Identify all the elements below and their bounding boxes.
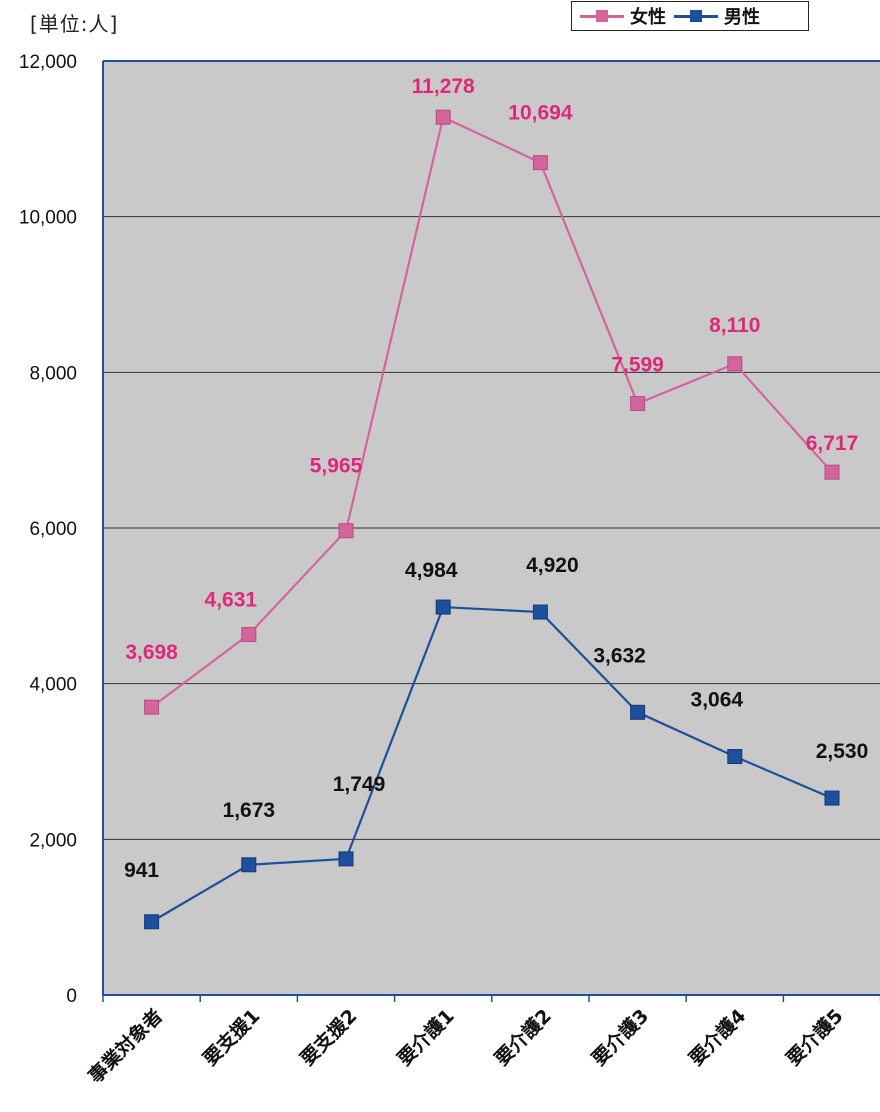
data-point <box>338 851 354 867</box>
legend-label-male: 男性 <box>724 7 760 28</box>
data-label: 1,749 <box>333 773 386 796</box>
data-point <box>144 914 160 930</box>
legend-marker-female <box>596 9 608 22</box>
y-tick-label: 8,000 <box>29 363 77 384</box>
data-label: 7,599 <box>611 354 664 377</box>
x-tick-label: 事業対象者 <box>84 1004 167 1087</box>
data-label: 10,694 <box>508 102 573 125</box>
data-point <box>727 749 743 765</box>
data-point <box>241 627 257 643</box>
data-label: 11,278 <box>412 75 475 98</box>
data-label: 8,110 <box>709 314 760 337</box>
data-point <box>727 356 743 372</box>
series-line-male <box>151 605 833 923</box>
data-point <box>532 604 548 620</box>
data-point <box>630 704 646 720</box>
data-label: 4,920 <box>526 554 579 577</box>
data-point <box>824 790 840 806</box>
y-tick-label: 2,000 <box>29 830 77 851</box>
x-tick-label: 要支援2 <box>296 1004 362 1070</box>
x-tick-label: 要介護5 <box>782 1004 848 1070</box>
data-point <box>532 155 548 171</box>
data-point <box>241 857 257 873</box>
data-point <box>630 396 646 412</box>
x-tick-label: 要介護4 <box>684 1004 750 1070</box>
y-tick-label: 6,000 <box>29 519 77 540</box>
legend-marker-male <box>690 9 702 22</box>
legend-item-female: 女性 <box>580 3 666 29</box>
data-point <box>435 109 451 125</box>
data-label: 4,631 <box>205 589 258 612</box>
series-line-female <box>150 115 833 709</box>
data-label: 941 <box>124 859 159 882</box>
y-tick-label: 4,000 <box>29 675 77 696</box>
y-tick-label: 0 <box>66 986 77 1007</box>
data-point <box>435 599 451 615</box>
data-label: 3,632 <box>593 644 646 667</box>
unit-label: [単位:人] <box>30 12 119 36</box>
data-label: 2,530 <box>816 740 869 763</box>
data-label: 5,965 <box>310 455 363 478</box>
legend-item-male: 男性 <box>674 3 760 29</box>
data-label: 3,064 <box>691 689 744 712</box>
data-label: 3,698 <box>125 641 178 664</box>
legend-label-female: 女性 <box>630 7 666 28</box>
x-tick-label: 要介護3 <box>587 1004 653 1070</box>
data-point <box>824 464 840 480</box>
legend: 女性 男性 <box>571 1 809 31</box>
x-tick-label: 要介護2 <box>490 1004 556 1070</box>
x-tick-label: 要介護1 <box>393 1004 459 1070</box>
y-tick-label: 12,000 <box>19 52 77 73</box>
y-tick-label: 10,000 <box>19 208 77 229</box>
data-point <box>144 699 160 715</box>
x-tick-label: 要支援1 <box>198 1004 264 1070</box>
data-label: 1,673 <box>223 799 276 822</box>
data-point <box>338 523 354 539</box>
data-label: 6,717 <box>806 432 859 455</box>
data-label: 4,984 <box>405 559 458 582</box>
legend-line-female <box>580 9 624 22</box>
legend-line-male <box>674 9 718 22</box>
